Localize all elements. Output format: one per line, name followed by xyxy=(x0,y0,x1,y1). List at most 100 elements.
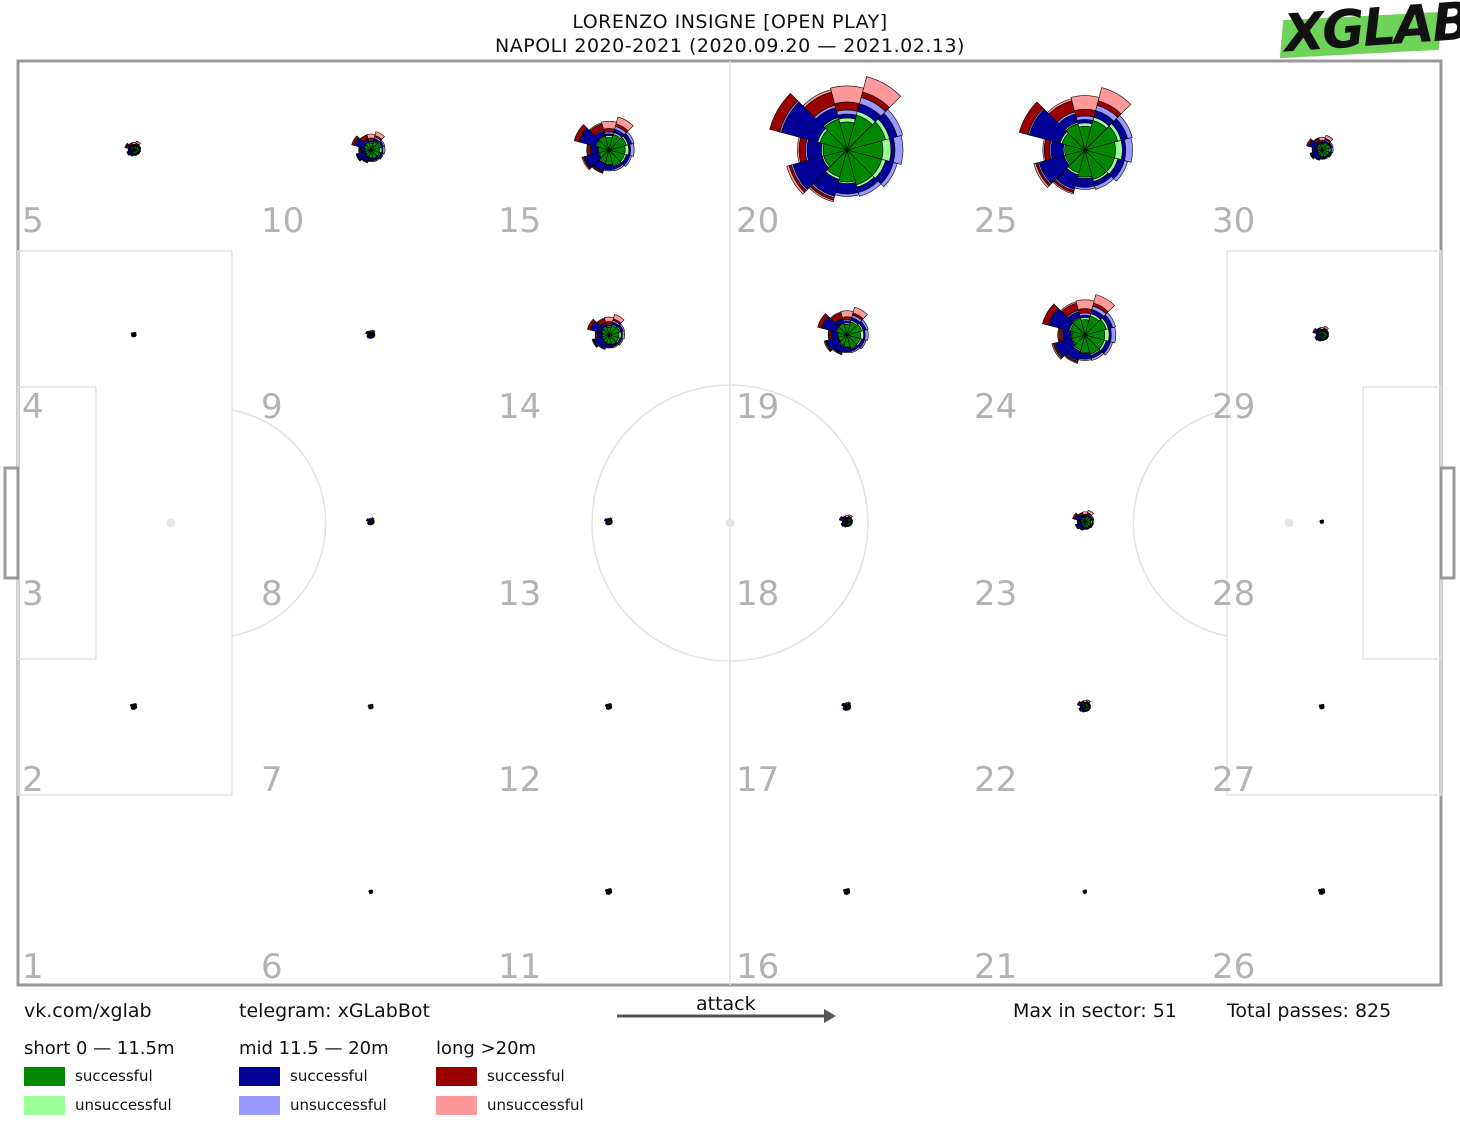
pass-rose-sector-26 xyxy=(1317,887,1326,895)
pass-rose-sector-11 xyxy=(604,887,613,895)
pass-rose-sector-13 xyxy=(603,517,613,526)
pass-rose-sector-22 xyxy=(1076,699,1091,713)
petal-25-3-long-fail xyxy=(1070,95,1100,111)
sector-label-17: 17 xyxy=(736,760,779,800)
petal-19-2-long-fail xyxy=(852,306,868,320)
petal-10-11-mid-fail xyxy=(379,152,384,160)
petal-9-7-long-fail xyxy=(366,335,369,339)
petal-17-8-long-fail xyxy=(843,709,847,711)
pass-rose-sector-4 xyxy=(130,331,137,338)
petal-29-7-long-fail xyxy=(1314,336,1318,341)
sector-label-25: 25 xyxy=(974,201,1017,241)
legend-mid-fail-label: unsuccessful xyxy=(290,1096,387,1114)
petal-4-11-mid-fail xyxy=(134,335,137,337)
sector-label-19: 19 xyxy=(736,387,779,427)
pass-rose-sector-24 xyxy=(1042,294,1117,364)
petal-24-11-mid-fail xyxy=(1103,341,1113,356)
pass-rose-sector-12 xyxy=(604,702,613,710)
telegram-link[interactable]: telegram: xGLabBot xyxy=(239,1000,430,1022)
petal-20-8-long-fail xyxy=(808,186,834,203)
sector-label-21: 21 xyxy=(974,947,1017,987)
petal-8-5-long-success xyxy=(365,518,369,522)
petal-23-5-long-success xyxy=(1072,512,1078,520)
pass-rose-sector-8 xyxy=(365,517,375,526)
pass-rose-sector-7 xyxy=(367,703,374,710)
petal-23-8-long-fail xyxy=(1078,527,1084,531)
petal-25-0-short-fail xyxy=(1114,139,1123,161)
petal-24-3-long-fail xyxy=(1075,299,1095,310)
petal-12-2-long-fail xyxy=(609,702,613,706)
petal-20-5-long-success xyxy=(769,93,799,133)
sector-label-12: 12 xyxy=(498,760,541,800)
sector-label-27: 27 xyxy=(1212,760,1255,800)
petal-18-8-long-fail xyxy=(842,525,847,528)
petal-22-11-mid-fail xyxy=(1087,707,1091,712)
sector-label-11: 11 xyxy=(498,947,541,987)
pass-rose-sector-16 xyxy=(842,887,851,895)
max-in-sector: Max in sector: 51 xyxy=(1013,1000,1177,1022)
petal-25-8-long-fail xyxy=(1052,180,1074,195)
petal-25-7-long-fail xyxy=(1033,162,1050,188)
petal-23-0-mid-fail xyxy=(1092,519,1095,525)
pass-rose-sector-15 xyxy=(573,116,635,174)
sector-label-2: 2 xyxy=(22,760,44,800)
petal-10-3-long-fail xyxy=(366,133,376,139)
petal-15-3-long-fail xyxy=(601,120,617,130)
petal-19-3-long-fail xyxy=(840,310,854,318)
total-passes: Total passes: 825 xyxy=(1227,1000,1392,1022)
legend-long-success-swatch xyxy=(436,1067,477,1086)
petal-14-7-long-fail xyxy=(591,338,598,348)
petal-25-5-long-success xyxy=(1018,101,1044,136)
petal-10-6-long-fail xyxy=(358,146,360,154)
petal-9-5-long-success xyxy=(365,330,368,335)
legend-long-title: long >20m xyxy=(436,1038,537,1059)
petal-22-5-long-success xyxy=(1076,700,1081,706)
petal-14-2-long-fail xyxy=(612,314,625,324)
petal-17-7-long-fail xyxy=(842,707,845,711)
petal-17-11-mid-fail xyxy=(848,707,851,710)
petal-27-5-long-success xyxy=(1318,704,1321,707)
petal-29-8-long-fail xyxy=(1317,338,1321,342)
pass-rose-sector-29 xyxy=(1312,325,1330,342)
petal-29-5-long-success xyxy=(1312,327,1317,334)
vk-link[interactable]: vk.com/xglab xyxy=(24,1000,152,1022)
sector-label-10: 10 xyxy=(261,201,304,241)
petal-27-11-mid-fail xyxy=(1322,707,1325,709)
petal-20-6-long-success xyxy=(798,137,808,163)
left-goal xyxy=(3,466,20,580)
petal-2-11-mid-fail xyxy=(135,707,137,710)
pitch-markings xyxy=(3,59,1456,987)
petal-20-7-long-fail xyxy=(786,165,805,195)
center-spot xyxy=(725,518,735,528)
pass-rose-sector-23 xyxy=(1072,509,1095,531)
petal-24-7-long-fail xyxy=(1051,343,1063,360)
petal-8-8-long-fail xyxy=(368,523,371,526)
attack-arrow xyxy=(617,1009,836,1023)
sector-labels: 1234567891011121314151617181920212223242… xyxy=(22,201,1255,987)
left-penalty-spot xyxy=(166,518,176,528)
pass-rose-sector-5 xyxy=(124,140,142,157)
petal-10-2-long-fail xyxy=(374,131,385,140)
petal-14-8-long-fail xyxy=(597,344,606,350)
pass-rose-sector-10 xyxy=(351,131,386,164)
petal-26-8-long-fail xyxy=(1319,893,1322,895)
petal-17-2-long-fail xyxy=(847,701,852,705)
petal-24-8-long-fail xyxy=(1063,354,1078,364)
petal-29-11-mid-fail xyxy=(1325,336,1329,340)
petal-26-11-mid-fail xyxy=(1323,892,1325,895)
petal-30-5-long-success xyxy=(1306,138,1313,147)
petal-29-2-long-fail xyxy=(1323,325,1329,331)
petal-15-8-long-fail xyxy=(591,166,604,174)
petal-2-5-long-success xyxy=(129,703,132,707)
pass-rose-sector-21 xyxy=(1082,889,1088,894)
petal-4-7-long-fail xyxy=(131,335,133,338)
petal-4-5-long-success xyxy=(130,332,133,335)
sector-label-18: 18 xyxy=(736,574,779,614)
petal-22-2-long-fail xyxy=(1086,699,1091,704)
petal-27-7-long-fail xyxy=(1319,707,1321,710)
petal-15-0-mid-fail xyxy=(629,143,635,157)
petal-24-0-short-fail xyxy=(1103,328,1110,342)
petal-14-0-mid-fail xyxy=(621,330,625,340)
petal-23-9-mid-fail xyxy=(1082,528,1088,530)
